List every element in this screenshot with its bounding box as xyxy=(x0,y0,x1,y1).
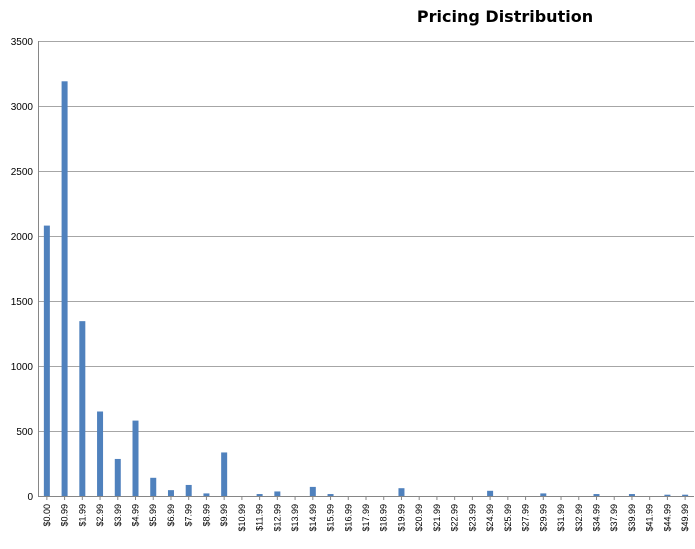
x-tick-label: $16.99 xyxy=(343,504,353,532)
bars xyxy=(43,81,689,497)
x-tick-label: $31.99 xyxy=(556,504,566,532)
x-tick-label: $44.99 xyxy=(662,504,672,532)
bar xyxy=(593,494,600,496)
chart-title: Pricing Distribution xyxy=(417,7,593,26)
axes xyxy=(38,41,694,500)
bar xyxy=(150,477,157,496)
x-tick-label: $10.99 xyxy=(237,504,247,532)
y-tick-label: 3500 xyxy=(11,37,34,48)
x-tick-label: $0.99 xyxy=(60,504,70,527)
bar xyxy=(274,491,281,496)
x-tick-label: $7.99 xyxy=(184,504,194,527)
x-tick-label: $21.99 xyxy=(432,504,442,532)
x-tick-label: $17.99 xyxy=(361,504,371,532)
bar xyxy=(167,490,174,496)
bar xyxy=(540,493,547,496)
bar xyxy=(97,411,104,496)
y-tick-label: 500 xyxy=(16,427,33,438)
bar xyxy=(221,452,228,496)
x-tick-label: $32.99 xyxy=(574,504,584,532)
gridlines xyxy=(38,41,694,432)
x-tick-label: $24.99 xyxy=(485,504,495,532)
bar xyxy=(487,490,494,496)
bar xyxy=(682,494,689,496)
bar xyxy=(203,493,210,496)
x-tick-label: $14.99 xyxy=(308,504,318,532)
x-tick-label: $20.99 xyxy=(414,504,424,532)
x-tick-label: $5.99 xyxy=(148,504,158,527)
x-tick-label: $39.99 xyxy=(627,504,637,532)
y-tick-label: 3000 xyxy=(11,102,34,113)
y-tick-label: 1500 xyxy=(11,297,34,308)
x-tick-label: $11.99 xyxy=(255,504,265,531)
x-tick-label: $2.99 xyxy=(95,504,105,527)
x-tick-label: $13.99 xyxy=(290,504,300,532)
x-tick-label: $19.99 xyxy=(396,504,406,532)
x-tick-label: $15.99 xyxy=(326,504,336,532)
x-axis-tick-labels: $0.00 $0.99 $1.99 $2.99 $3.99 $4.99 $5.99 $6.99… xyxy=(42,504,690,532)
bar xyxy=(79,321,86,496)
x-tick-label: $27.99 xyxy=(521,504,531,532)
x-tick-label: $29.99 xyxy=(538,504,548,532)
bar xyxy=(185,484,192,496)
y-tick-label: 2000 xyxy=(11,232,34,243)
x-tick-label: $3.99 xyxy=(113,504,123,527)
y-tick-label: 0 xyxy=(27,492,33,503)
x-tick-label: $8.99 xyxy=(201,504,211,527)
x-tick-label: $23.99 xyxy=(467,504,477,532)
x-tick-label: $6.99 xyxy=(166,504,176,527)
x-tick-label: $22.99 xyxy=(450,504,460,532)
x-tick-label: $9.99 xyxy=(219,504,229,527)
bar xyxy=(327,494,334,496)
bar xyxy=(309,486,316,496)
x-tick-label: $0.00 xyxy=(42,504,52,527)
x-tick-label: $37.99 xyxy=(609,504,619,532)
y-axis-tick-labels: 0 500 1000 1500 2000 2500 3000 3500 xyxy=(11,37,34,503)
x-tick-label: $18.99 xyxy=(379,504,389,532)
bar xyxy=(628,494,635,496)
x-tick-label: $41.99 xyxy=(645,504,655,532)
x-tick-label: $1.99 xyxy=(77,504,87,527)
bar xyxy=(398,488,405,496)
bar xyxy=(256,494,263,496)
x-tick-label: $34.99 xyxy=(591,504,601,532)
y-tick-label: 2500 xyxy=(11,167,34,178)
x-tick-label: $4.99 xyxy=(131,504,141,527)
bar xyxy=(61,81,68,497)
y-tick-label: 1000 xyxy=(11,362,34,373)
bar xyxy=(114,458,121,496)
bar xyxy=(664,494,671,496)
bar xyxy=(43,225,50,496)
x-tick-label: $49.99 xyxy=(680,504,690,532)
x-tick-label: $25.99 xyxy=(503,504,513,532)
bar xyxy=(132,420,139,496)
x-tick-label: $12.99 xyxy=(272,504,282,532)
